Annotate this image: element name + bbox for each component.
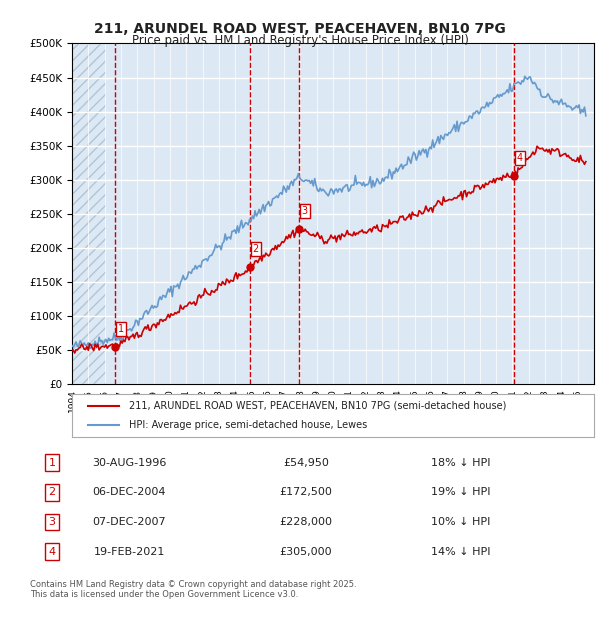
Text: 19-FEB-2021: 19-FEB-2021	[94, 547, 165, 557]
Text: £228,000: £228,000	[280, 517, 332, 527]
Text: 211, ARUNDEL ROAD WEST, PEACEHAVEN, BN10 7PG (semi-detached house): 211, ARUNDEL ROAD WEST, PEACEHAVEN, BN10…	[130, 401, 507, 411]
Text: 19% ↓ HPI: 19% ↓ HPI	[431, 487, 490, 497]
Text: 30-AUG-1996: 30-AUG-1996	[92, 458, 167, 467]
Text: 1: 1	[49, 458, 56, 467]
Text: Price paid vs. HM Land Registry's House Price Index (HPI): Price paid vs. HM Land Registry's House …	[131, 34, 469, 47]
Bar	[72, 43, 106, 384]
Text: 1: 1	[118, 324, 124, 334]
Text: £172,500: £172,500	[280, 487, 332, 497]
Text: Contains HM Land Registry data © Crown copyright and database right 2025.
This d: Contains HM Land Registry data © Crown c…	[30, 580, 356, 599]
Text: 10% ↓ HPI: 10% ↓ HPI	[431, 517, 490, 527]
Bar	[72, 43, 104, 384]
Text: 2: 2	[49, 487, 56, 497]
Text: 2: 2	[253, 244, 259, 254]
Text: 07-DEC-2007: 07-DEC-2007	[92, 517, 166, 527]
Text: £54,950: £54,950	[283, 458, 329, 467]
Text: HPI: Average price, semi-detached house, Lewes: HPI: Average price, semi-detached house,…	[130, 420, 368, 430]
Text: 211, ARUNDEL ROAD WEST, PEACEHAVEN, BN10 7PG: 211, ARUNDEL ROAD WEST, PEACEHAVEN, BN10…	[94, 22, 506, 36]
Text: 3: 3	[49, 517, 56, 527]
Text: 06-DEC-2004: 06-DEC-2004	[92, 487, 166, 497]
Text: 4: 4	[49, 547, 56, 557]
Text: 14% ↓ HPI: 14% ↓ HPI	[431, 547, 490, 557]
Text: 4: 4	[517, 153, 523, 164]
Text: 3: 3	[302, 206, 308, 216]
Text: 18% ↓ HPI: 18% ↓ HPI	[431, 458, 490, 467]
Text: £305,000: £305,000	[280, 547, 332, 557]
